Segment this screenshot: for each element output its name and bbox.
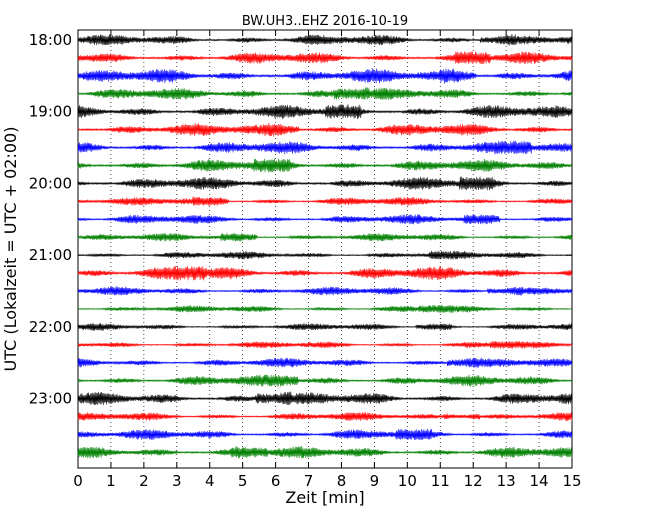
x-tick-label: 8: [337, 472, 347, 490]
trace-row-1930: [77, 140, 573, 155]
trace-row-2330: [77, 428, 573, 441]
trace-row-2015: [77, 196, 573, 206]
trace-row-1800: [77, 34, 573, 46]
y-axis-ticks: 18:00 19:00 20:00 21:00 22:00 23:00: [29, 31, 572, 408]
y-axis-label: UTC (Lokalzeit = UTC + 02:00): [1, 127, 20, 372]
trace-row-2130: [77, 286, 573, 296]
trace-row-2030: [77, 214, 573, 225]
x-tick-label: 6: [271, 472, 281, 490]
x-tick-label: 1: [106, 472, 116, 490]
x-tick-label: 5: [238, 472, 248, 490]
x-tick-label: 14: [530, 472, 549, 490]
trace-row-2230: [77, 357, 573, 368]
x-tick-label: 13: [497, 472, 516, 490]
trace-row-1830: [77, 68, 573, 84]
trace-row-2100: [77, 250, 573, 260]
trace-rows: [77, 34, 573, 459]
trace-row-1900: [77, 104, 573, 119]
x-tick-label: 0: [73, 472, 83, 490]
x-tick-label: 12: [464, 472, 483, 490]
x-tick-label: 10: [398, 472, 417, 490]
y-tick-label: 18:00: [29, 31, 72, 49]
trace-row-2345: [77, 446, 573, 459]
y-tick-label: 23:00: [29, 390, 72, 408]
trace-row-2200: [77, 323, 573, 331]
x-tick-label: 15: [562, 472, 581, 490]
trace-row-2145: [77, 305, 573, 313]
trace-row-1815: [77, 51, 573, 65]
x-tick-label: 9: [370, 472, 380, 490]
chart-title: BW.UH3..EHZ 2016-10-19: [242, 14, 408, 29]
y-tick-label: 22:00: [29, 318, 72, 336]
trace-row-2045: [77, 233, 573, 242]
plot-frame: [77, 29, 573, 469]
x-tick-label: 3: [172, 472, 182, 490]
x-axis-label: Zeit [min]: [285, 488, 364, 507]
x-tick-label: 11: [431, 472, 450, 490]
trace-row-2300: [77, 391, 573, 406]
trace-row-1845: [77, 87, 573, 101]
y-tick-label: 20:00: [29, 174, 72, 192]
trace-row-2215: [77, 340, 573, 349]
x-tick-label: 7: [304, 472, 314, 490]
y-tick-label: 21:00: [29, 246, 72, 264]
trace-row-1945: [77, 158, 573, 173]
trace-row-2115: [77, 265, 573, 281]
trace-row-1915: [77, 122, 573, 137]
trace-row-2000: [77, 176, 573, 191]
trace-row-2245: [77, 374, 573, 387]
x-tick-label: 4: [205, 472, 215, 490]
x-tick-label: 2: [139, 472, 149, 490]
y-tick-label: 19:00: [29, 103, 72, 121]
trace-row-2315: [77, 411, 573, 422]
x-axis-ticks: 0 1 2 3 4 5 6 7 8 9 10 11 12 13 14 15: [73, 30, 582, 490]
